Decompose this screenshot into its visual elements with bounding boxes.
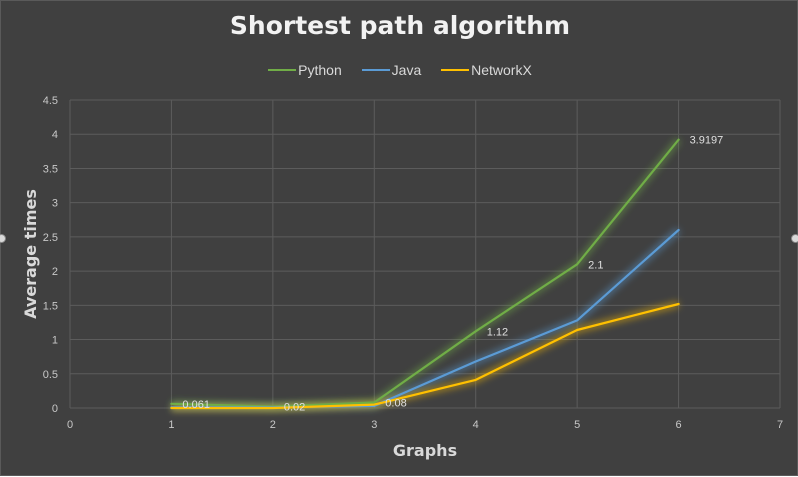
x-tick-label: 3 — [371, 419, 377, 431]
x-axis-title: Graphs — [393, 441, 457, 460]
resize-handle-right[interactable] — [791, 234, 798, 243]
y-tick-label: 0 — [52, 403, 58, 415]
x-tick-label: 4 — [473, 419, 479, 431]
legend-swatch-python — [268, 69, 297, 72]
chart-title: Shortest path algorithm — [229, 11, 571, 40]
legend-label-networkx: NetworkX — [471, 62, 532, 78]
series-line-python[interactable] — [170, 138, 680, 408]
data-label: 3.9197 — [690, 135, 724, 147]
y-tick-label: 3 — [52, 198, 58, 210]
y-tick-label: 2.5 — [43, 232, 58, 244]
y-tick-label: 4 — [52, 129, 58, 141]
x-tick-label: 2 — [270, 419, 276, 431]
y-tick-label: 2 — [52, 266, 58, 278]
data-label: 0.08 — [385, 398, 406, 410]
data-label: 0.061 — [182, 399, 210, 411]
x-tick-label: 0 — [67, 419, 73, 431]
legend: Python Java NetworkX — [1, 62, 798, 78]
y-tick-label: 4.5 — [43, 95, 58, 107]
y-axis-title: Average times — [21, 189, 40, 319]
legend-item-python: Python — [268, 62, 342, 78]
data-label: 2.1 — [588, 259, 603, 271]
legend-swatch-java — [361, 69, 390, 72]
series-glow-java — [171, 227, 681, 411]
resize-handle-left[interactable] — [0, 234, 6, 243]
legend-item-java: Java — [361, 62, 422, 78]
legend-label-python: Python — [298, 62, 342, 78]
x-tick-label: 1 — [168, 419, 174, 431]
legend-swatch-networkx — [441, 69, 470, 72]
data-label: 0.02 — [284, 402, 305, 414]
x-tick-label: 5 — [574, 419, 580, 431]
y-tick-label: 3.5 — [43, 163, 58, 175]
y-tick-label: 1 — [52, 335, 58, 347]
legend-item-networkx: NetworkX — [441, 62, 532, 78]
series-line-networkx[interactable] — [170, 302, 680, 410]
x-tick-label: 6 — [676, 419, 682, 431]
data-label: 1.12 — [487, 326, 508, 338]
legend-label-java: Java — [391, 62, 422, 78]
y-tick-label: 0.5 — [43, 369, 58, 381]
y-tick-label: 1.5 — [43, 300, 58, 312]
x-tick-label: 7 — [777, 419, 783, 431]
